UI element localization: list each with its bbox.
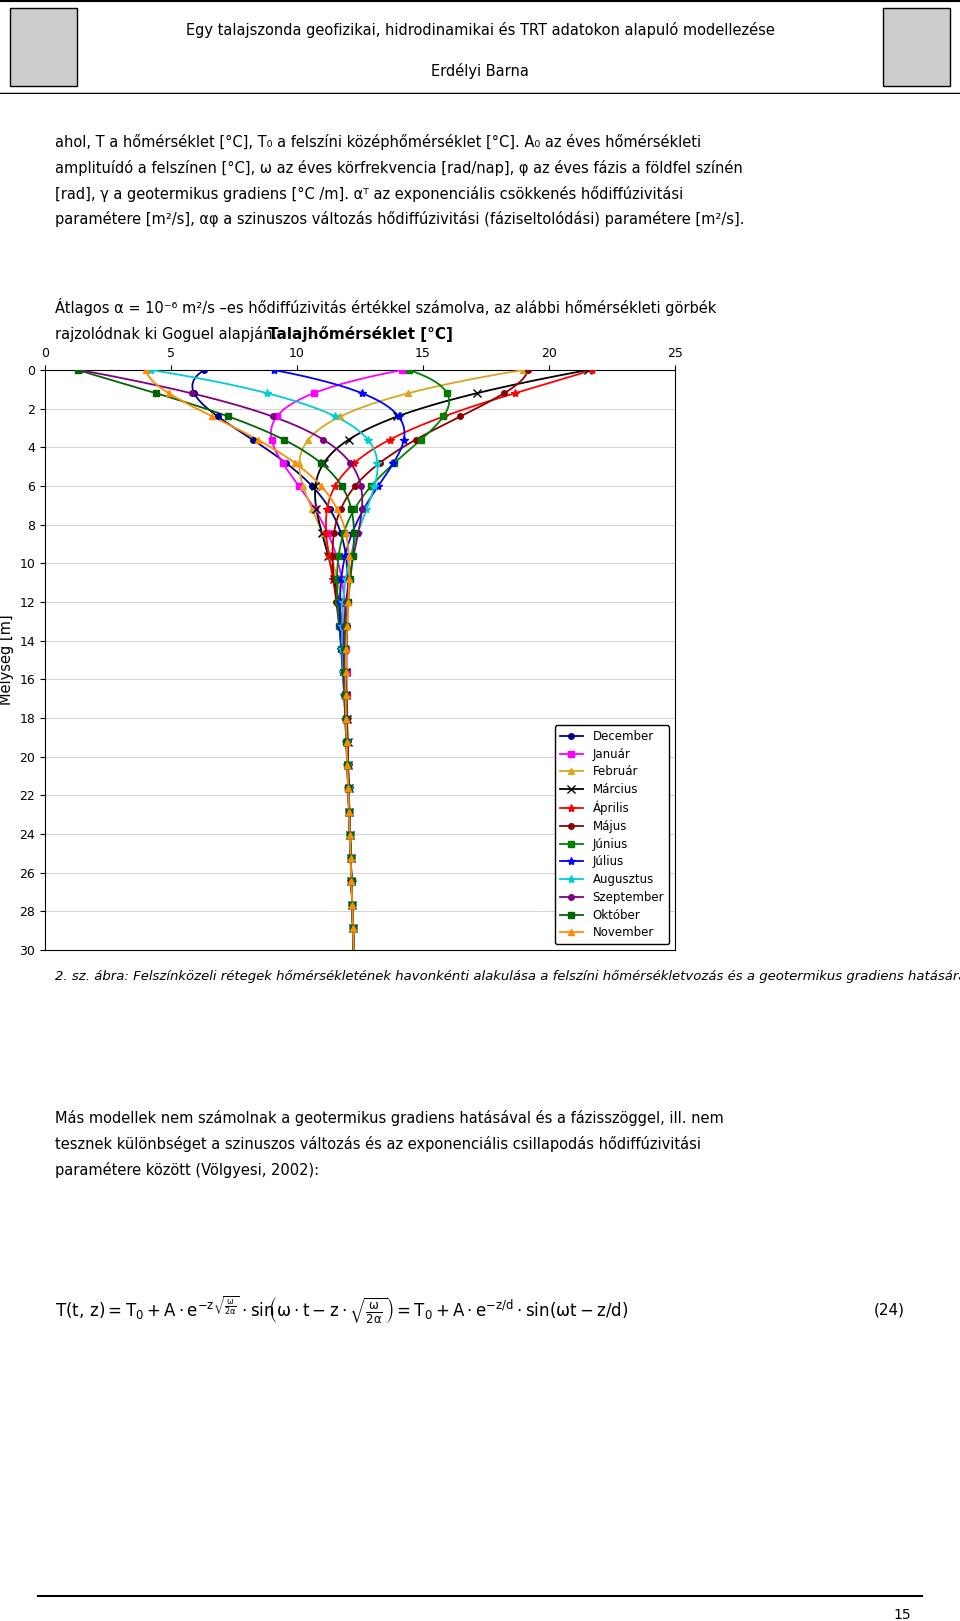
Legend: December, Január, Február, Március, Április, Május, Június, Július, Augusztus, S: December, Január, Február, Március, Ápri… [555,725,669,943]
Text: Más modellek nem számolnak a geotermikus gradiens hatásával és a fázisszöggel, i: Más modellek nem számolnak a geotermikus… [55,1110,724,1177]
Text: ahol, T a hőmérséklet [°C], T₀ a felszíni középhőmérséklet [°C]. A₀ az éves hőmé: ahol, T a hőmérséklet [°C], T₀ a felszín… [55,135,745,227]
Y-axis label: Mélység [m]: Mélység [m] [0,614,13,705]
Bar [10,8,77,86]
Bar [883,8,950,86]
Text: Átlagos α = 10⁻⁶ m²/s –es hődiffúzivitás értékkel számolva, az alábbi hőmérsékle: Átlagos α = 10⁻⁶ m²/s –es hődiffúzivitás… [55,298,716,342]
Text: Erdélyi Barna: Erdélyi Barna [431,63,529,78]
Text: 15: 15 [894,1608,911,1621]
Text: Egy talajszonda geofizikai, hidrodinamikai és TRT adatokon alapuló modellezése: Egy talajszonda geofizikai, hidrodinamik… [185,23,775,37]
Text: 2. sz. ábra: Felszínközeli rétegek hőmérsékletének havonkénti alakulása a felszí: 2. sz. ábra: Felszínközeli rétegek hőmér… [55,969,960,984]
Title: Talajhőmérséklet [°C]: Talajhőmérséklet [°C] [268,326,452,342]
Text: (24): (24) [874,1303,905,1318]
Text: $\mathrm{T(t,\, z) = T_0 + A \cdot e^{-z\sqrt{\frac{\omega}{2\alpha}}} \cdot sin: $\mathrm{T(t,\, z) = T_0 + A \cdot e^{-z… [55,1294,629,1326]
